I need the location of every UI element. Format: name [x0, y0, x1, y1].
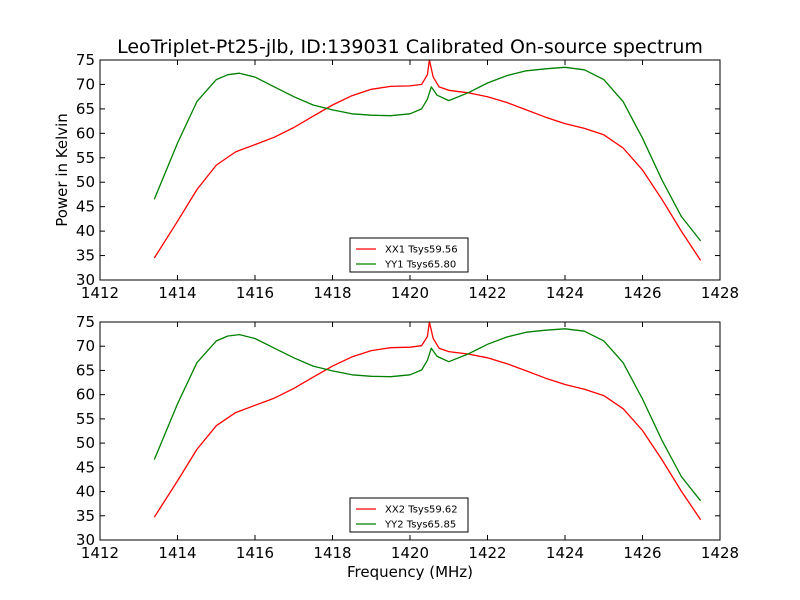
- y-tick-label: 65: [76, 100, 95, 118]
- legend: XX1 Tsys59.56 YY1 Tsys65.80: [349, 237, 469, 273]
- y-tick-label: 75: [76, 51, 95, 69]
- x-tick-label: 1428: [701, 544, 739, 562]
- legend-label: XX2 Tsys59.62: [385, 505, 458, 516]
- x-tick-label: 1422: [468, 284, 506, 302]
- legend-label: YY1 Tsys65.80: [384, 260, 456, 271]
- y-tick-label: 75: [76, 313, 95, 331]
- y-tick-label: 35: [76, 247, 95, 265]
- x-tick-label: 1420: [391, 284, 429, 302]
- x-tick-label: 1418: [313, 544, 351, 562]
- y-tick-label: 35: [76, 507, 95, 525]
- x-tick-label: 1424: [546, 544, 584, 562]
- plot-panel-2: 1412 1414 1416 1418 1420 1422 1424 1426 1428 30 35…: [76, 313, 739, 562]
- x-tick-label: 1428: [701, 284, 739, 302]
- x-tick-label: 1412: [81, 284, 119, 302]
- y-tick-label: 50: [76, 173, 95, 191]
- y-tick-label: 40: [76, 222, 95, 240]
- y-tick-label: 50: [76, 434, 95, 452]
- x-tick-label: 1426: [623, 284, 661, 302]
- series-line-yy: [153, 328, 702, 502]
- legend: XX2 Tsys59.62 YY2 Tsys65.85: [349, 497, 469, 533]
- x-axis-label: Frequency (MHz): [347, 563, 473, 581]
- x-tick-label: 1412: [81, 544, 119, 562]
- y-tick-label: 30: [76, 271, 95, 289]
- legend-label: YY2 Tsys65.85: [384, 520, 456, 531]
- x-tick-label: 1416: [236, 284, 274, 302]
- y-tick-label: 45: [76, 198, 95, 216]
- y-tick-label: 40: [76, 483, 95, 501]
- x-tick-label: 1414: [158, 284, 196, 302]
- legend-label: XX1 Tsys59.56: [385, 245, 458, 256]
- y-tick-label: 45: [76, 458, 95, 476]
- x-tick-label: 1424: [546, 284, 584, 302]
- y-tick-label: 60: [76, 124, 95, 142]
- y-tick-label: 55: [76, 410, 95, 428]
- y-tick-label: 55: [76, 149, 95, 167]
- x-tick-label: 1418: [313, 284, 351, 302]
- x-tick-label: 1426: [623, 544, 661, 562]
- figure-title: LeoTriplet-Pt25-jlb, ID:139031 Calibrate…: [117, 36, 703, 58]
- x-tick-label: 1420: [391, 544, 429, 562]
- y-tick-label: 65: [76, 361, 95, 379]
- y-tick-label: 60: [76, 386, 95, 404]
- y-tick-label: 70: [76, 75, 95, 93]
- x-tick-label: 1416: [236, 544, 274, 562]
- y-tick-label: 30: [76, 531, 95, 549]
- legend-box: [349, 497, 469, 533]
- series-line-yy: [153, 66, 702, 242]
- legend-box: [349, 237, 469, 273]
- x-tick-label: 1422: [468, 544, 506, 562]
- plot-panel-1: 1412 1414 1416 1418 1420 1422 1424 1426 1428 30 35…: [76, 51, 739, 302]
- x-tick-label: 1414: [158, 544, 196, 562]
- y-tick-label: 70: [76, 337, 95, 355]
- y-axis-label: Power in Kelvin: [53, 113, 71, 227]
